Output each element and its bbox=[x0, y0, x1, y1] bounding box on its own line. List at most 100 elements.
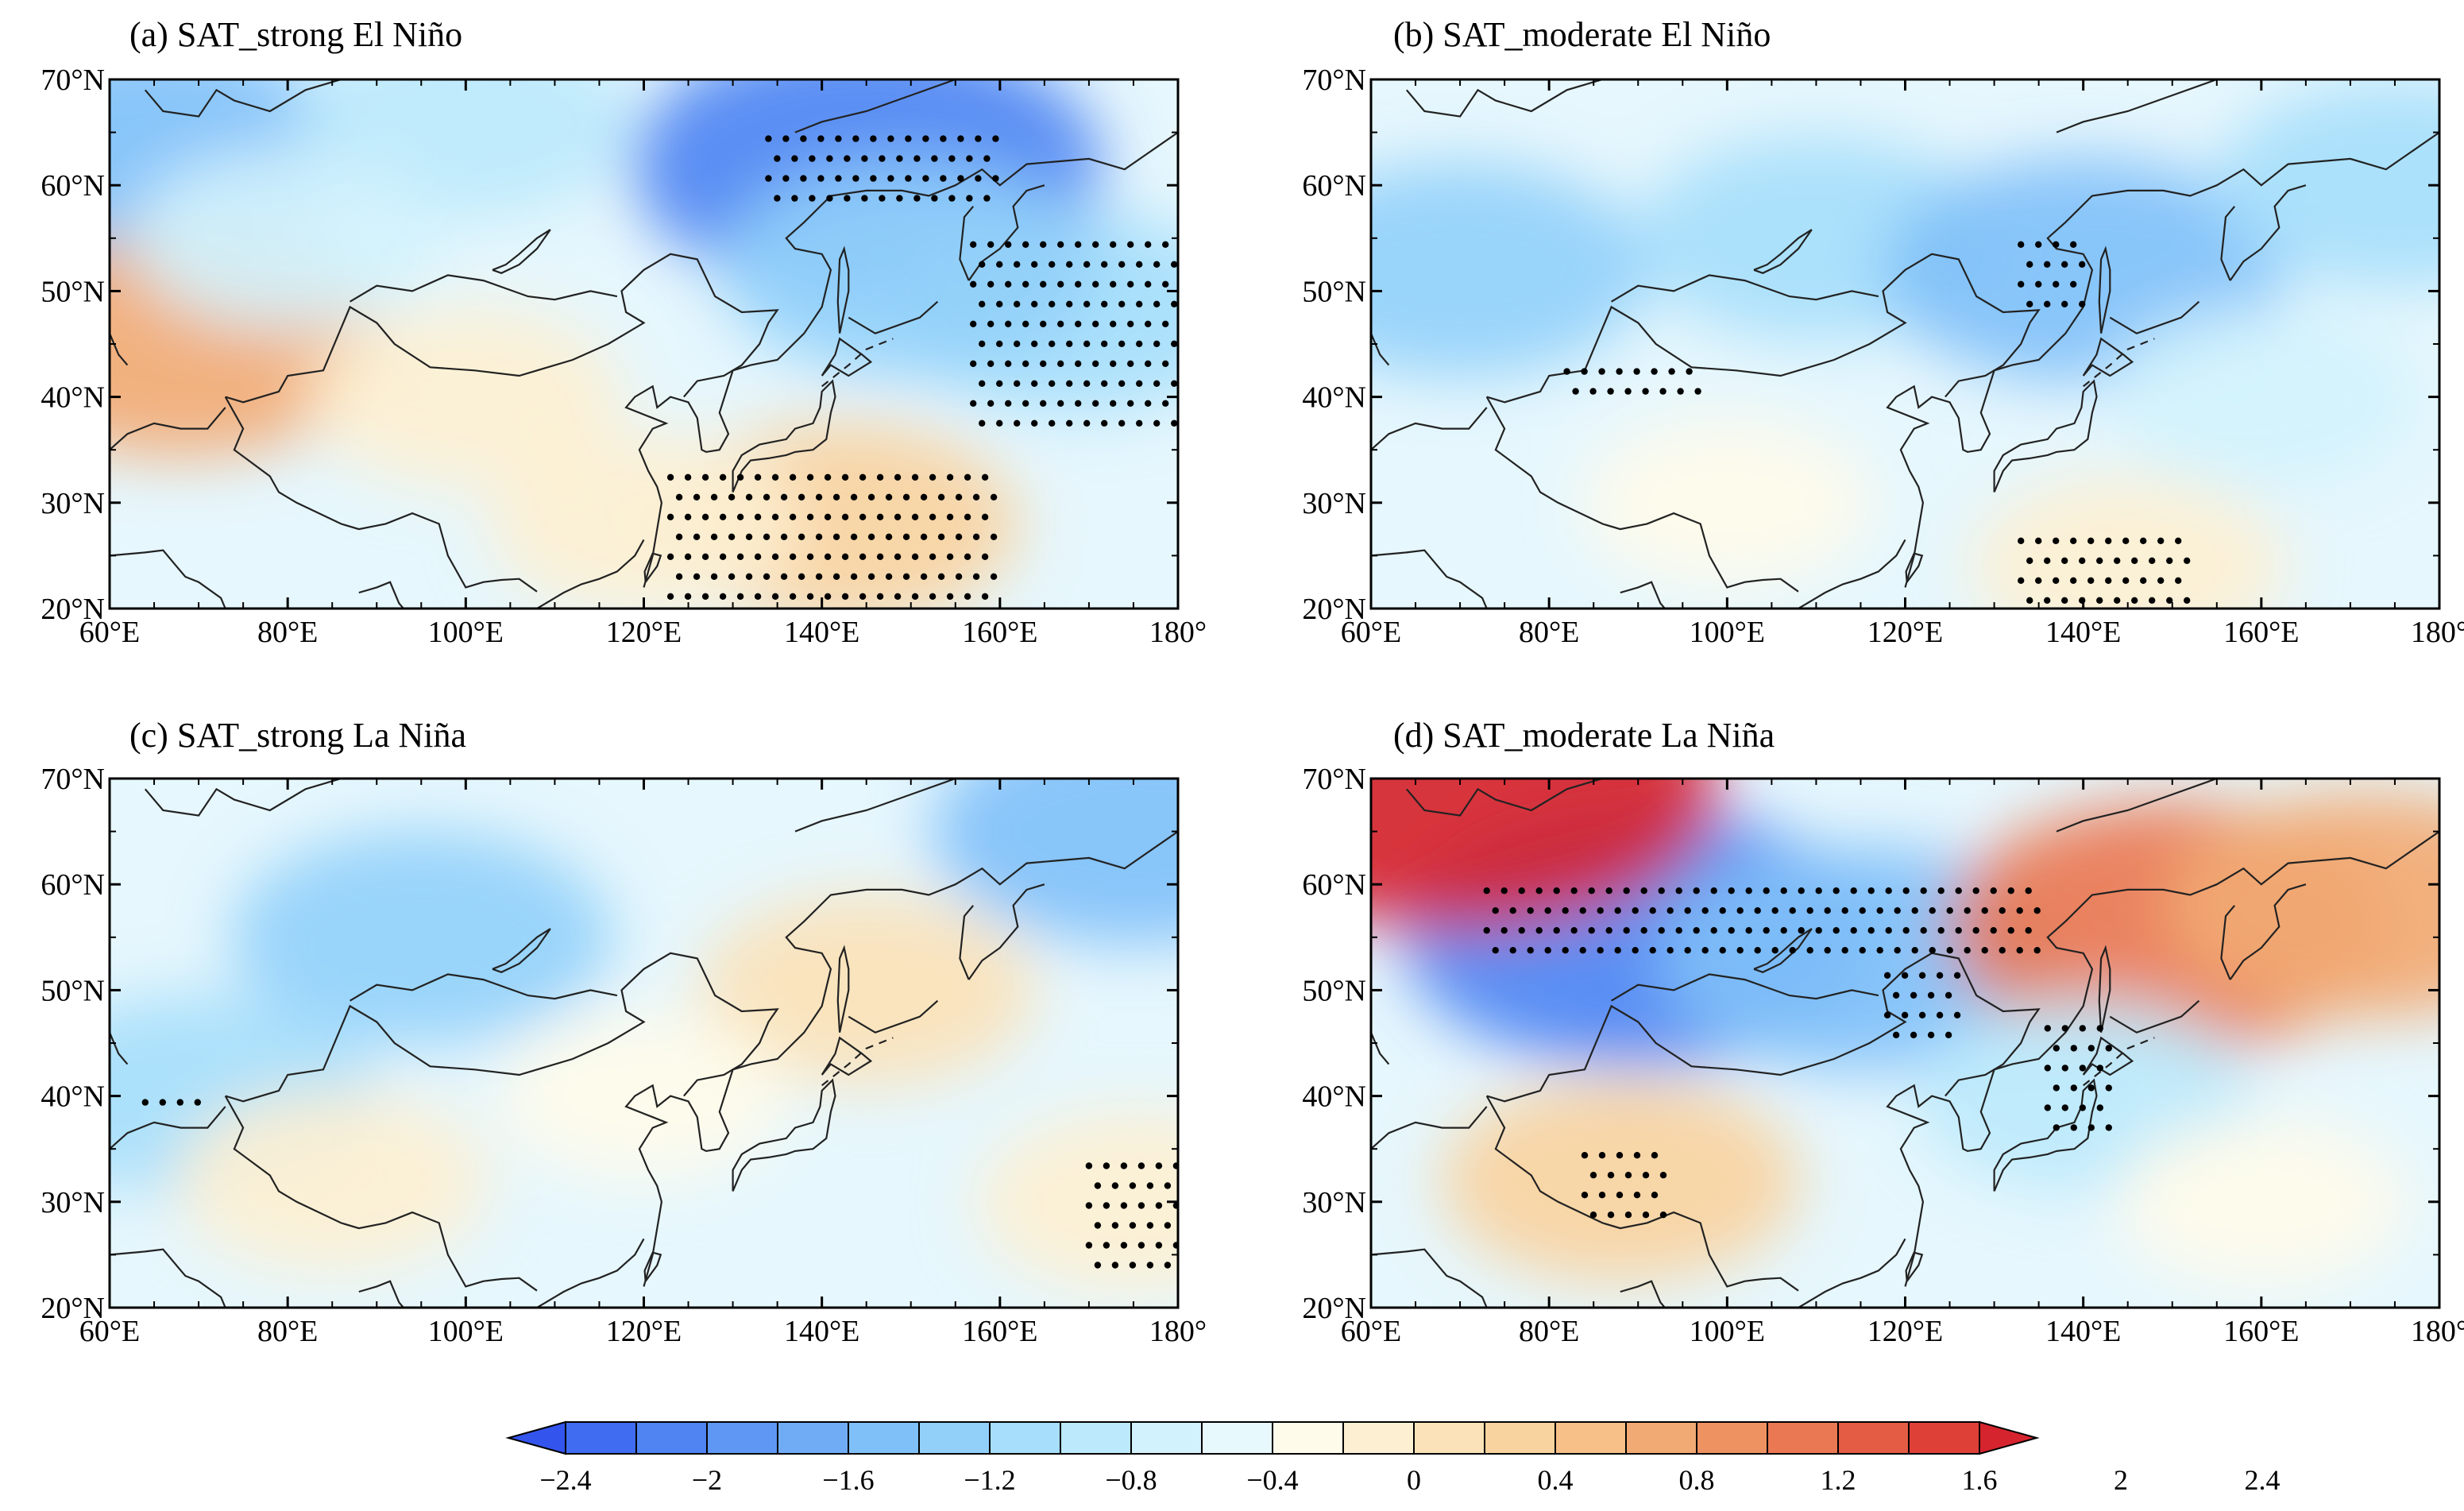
coastline-3 bbox=[2098, 945, 2111, 1033]
significance-dot bbox=[1103, 1162, 1110, 1169]
significance-dot bbox=[745, 573, 753, 580]
significance-dot bbox=[922, 135, 929, 142]
colorbar-label: 0.8 bbox=[1679, 1464, 1715, 1496]
significance-dot bbox=[728, 533, 736, 540]
colorbar-cell bbox=[1130, 1421, 1203, 1455]
significance-dot bbox=[710, 573, 718, 580]
significance-dot bbox=[1057, 400, 1064, 407]
significance-dot bbox=[929, 513, 937, 520]
significance-dot bbox=[1701, 947, 1709, 954]
significance-dot bbox=[1129, 1222, 1137, 1229]
coastline-4 bbox=[1993, 379, 2098, 493]
significance-dot bbox=[1780, 887, 1787, 895]
coastline-4 bbox=[732, 379, 836, 493]
coastline-3 bbox=[836, 245, 850, 334]
significance-dot bbox=[887, 135, 894, 142]
coastline-2 bbox=[959, 905, 975, 980]
significance-dot bbox=[806, 553, 814, 560]
significance-dot bbox=[1946, 947, 1953, 954]
colorbar-label: −1.6 bbox=[822, 1464, 874, 1496]
significance-dot bbox=[1066, 419, 1073, 427]
significance-dot bbox=[771, 513, 779, 520]
significance-dot bbox=[1806, 947, 1813, 954]
significance-dot bbox=[1146, 1222, 1154, 1229]
colorbar-cell bbox=[1060, 1421, 1132, 1455]
significance-dot bbox=[1145, 280, 1152, 288]
significance-dot bbox=[2105, 537, 2112, 544]
significance-dot bbox=[1066, 261, 1073, 268]
significance-dot bbox=[798, 573, 805, 580]
significance-dot bbox=[2061, 1025, 2068, 1032]
coastline-3 bbox=[836, 945, 850, 1033]
significance-dot bbox=[1710, 887, 1717, 895]
significance-dot bbox=[850, 573, 858, 580]
significance-dot bbox=[1859, 947, 1866, 954]
significance-dot bbox=[1014, 300, 1021, 307]
significance-dot bbox=[2140, 537, 2147, 544]
significance-dot bbox=[2105, 1045, 2112, 1052]
significance-dot bbox=[1633, 368, 1640, 375]
significance-dot bbox=[2087, 577, 2095, 584]
significance-dot bbox=[1876, 947, 1883, 954]
significance-dot bbox=[2044, 1104, 2051, 1111]
significance-dot bbox=[2131, 557, 2138, 564]
significance-dot bbox=[1605, 887, 1612, 895]
significance-dot bbox=[1049, 380, 1056, 387]
coastline-12 bbox=[110, 549, 226, 609]
significance-dot bbox=[841, 513, 849, 520]
significance-dot bbox=[946, 473, 954, 481]
boundary-dashed bbox=[2083, 338, 2155, 388]
significance-dot bbox=[990, 573, 998, 580]
coastline-8 bbox=[225, 253, 779, 404]
significance-dot bbox=[791, 155, 798, 162]
significance-dot bbox=[1736, 947, 1744, 954]
significance-dot bbox=[693, 493, 701, 500]
coastline-15 bbox=[492, 229, 551, 274]
significance-dot bbox=[1110, 320, 1117, 327]
significance-dot bbox=[1684, 907, 1691, 914]
significance-dot bbox=[981, 593, 989, 600]
coastline-11 bbox=[110, 1106, 226, 1150]
significance-dot bbox=[2131, 597, 2138, 604]
significance-dot bbox=[996, 300, 1003, 307]
coastline-7 bbox=[536, 539, 645, 609]
significance-dot bbox=[1110, 360, 1117, 367]
significance-dot bbox=[1120, 1242, 1128, 1249]
colorbar-cell bbox=[1484, 1421, 1556, 1455]
significance-dot bbox=[964, 593, 971, 600]
lat-label: 40°N bbox=[1302, 1080, 1366, 1114]
significance-dot bbox=[870, 175, 877, 182]
significance-dot bbox=[1031, 419, 1038, 427]
significance-dot bbox=[728, 573, 736, 580]
coastline-4 bbox=[1993, 1078, 2098, 1192]
significance-dot bbox=[850, 493, 858, 500]
significance-dot bbox=[852, 175, 859, 182]
significance-dot bbox=[946, 553, 954, 560]
significance-dot bbox=[763, 573, 770, 580]
significance-dot bbox=[931, 195, 938, 202]
coastline-9 bbox=[1485, 1096, 1799, 1292]
significance-dot bbox=[852, 135, 859, 142]
significance-dot bbox=[1492, 947, 1499, 954]
lon-label: 100°E bbox=[428, 616, 504, 649]
colorbar-label: −0.4 bbox=[1246, 1464, 1298, 1496]
significance-dot bbox=[2044, 557, 2051, 564]
significance-dot bbox=[1014, 419, 1021, 427]
significance-dot bbox=[1137, 1162, 1145, 1169]
significance-dot bbox=[896, 195, 903, 202]
significance-dot bbox=[957, 175, 964, 182]
significance-dot bbox=[1598, 1152, 1606, 1159]
significance-dot bbox=[1918, 1011, 1926, 1018]
significance-dot bbox=[911, 473, 919, 481]
significance-dot bbox=[1040, 280, 1047, 288]
significance-dot bbox=[987, 400, 994, 407]
significance-dot bbox=[1589, 388, 1597, 395]
significance-dot bbox=[1118, 380, 1126, 387]
significance-dot bbox=[800, 135, 807, 142]
significance-dot bbox=[2016, 947, 2023, 954]
map-panel-b: 70°N 60°N 50°N 40°N 30°N 20°N60°E 80°E 100°E 120… bbox=[1302, 64, 2464, 649]
significance-dot bbox=[979, 340, 986, 347]
anomaly-blob-d-2 bbox=[1371, 779, 1717, 930]
coastline-2 bbox=[2220, 905, 2236, 980]
lon-label: 180° bbox=[2411, 616, 2464, 649]
